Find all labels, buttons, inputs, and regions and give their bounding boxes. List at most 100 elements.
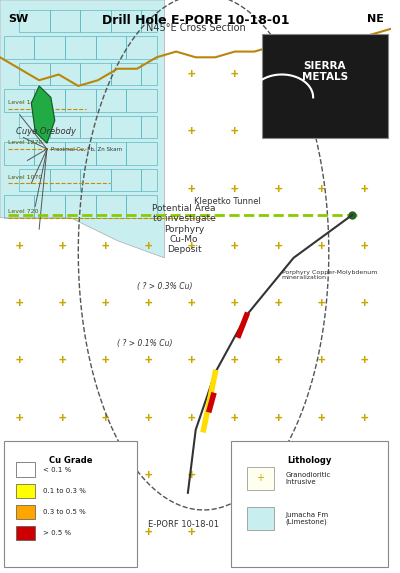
- Bar: [4, 195, 34, 218]
- Text: +: +: [231, 183, 239, 195]
- Text: +: +: [317, 240, 325, 253]
- Bar: [65, 89, 96, 112]
- Text: +: +: [188, 527, 196, 539]
- Text: +: +: [274, 412, 282, 425]
- Text: +: +: [188, 469, 196, 482]
- Text: +: +: [274, 297, 282, 310]
- Bar: [65, 142, 96, 165]
- Text: +: +: [59, 297, 66, 310]
- Bar: [34, 89, 65, 112]
- Text: +: +: [274, 183, 282, 195]
- Text: +: +: [317, 297, 325, 310]
- Text: +: +: [16, 355, 23, 367]
- Text: +: +: [16, 469, 23, 482]
- Bar: [50, 116, 80, 138]
- Text: +: +: [188, 68, 196, 81]
- Text: +: +: [59, 469, 66, 482]
- Text: +: +: [145, 412, 152, 425]
- Bar: [34, 195, 65, 218]
- Bar: [96, 195, 126, 218]
- Text: +: +: [360, 469, 368, 482]
- Text: +: +: [231, 240, 239, 253]
- Text: Lithology: Lithology: [287, 456, 332, 465]
- Bar: [34, 142, 65, 165]
- Bar: [126, 36, 156, 59]
- Bar: [19, 62, 50, 85]
- Text: SW: SW: [8, 14, 28, 24]
- Text: ( ? > 0.3% Cu): ( ? > 0.3% Cu): [137, 282, 192, 291]
- Text: +: +: [102, 469, 110, 482]
- Text: +: +: [145, 355, 152, 367]
- Text: Proximal Cu, Pb, Zn Skarn: Proximal Cu, Pb, Zn Skarn: [51, 147, 122, 151]
- Bar: [50, 10, 80, 32]
- Text: +: +: [145, 469, 152, 482]
- Text: +: +: [360, 240, 368, 253]
- Text: +: +: [317, 527, 325, 539]
- Text: Granodioritic
Intrusive: Granodioritic Intrusive: [286, 472, 331, 485]
- Text: 0.1 to 0.3 %: 0.1 to 0.3 %: [43, 488, 86, 494]
- Bar: [111, 62, 141, 85]
- FancyBboxPatch shape: [231, 441, 388, 567]
- Bar: [141, 10, 156, 32]
- Text: Porphyry Copper-Molybdenum
mineralization: Porphyry Copper-Molybdenum mineralizatio…: [282, 270, 377, 280]
- Text: +: +: [16, 297, 23, 310]
- Text: +: +: [16, 412, 23, 425]
- Text: SIERRA
METALS: SIERRA METALS: [302, 61, 348, 83]
- Text: N45°E Cross Section: N45°E Cross Section: [146, 23, 246, 33]
- Bar: [126, 142, 156, 165]
- Text: +: +: [317, 412, 325, 425]
- Text: +: +: [317, 183, 325, 195]
- Text: +: +: [274, 68, 282, 81]
- Bar: [19, 116, 50, 138]
- Bar: [34, 36, 65, 59]
- Text: 0.3 to 0.5 %: 0.3 to 0.5 %: [43, 509, 86, 515]
- Text: E-PORF 10-18-01: E-PORF 10-18-01: [148, 520, 220, 529]
- Text: +: +: [231, 355, 239, 367]
- Text: +: +: [145, 527, 152, 539]
- Bar: [16, 526, 35, 540]
- Text: +: +: [102, 412, 110, 425]
- Text: Drill Hole E-PORF 10-18-01: Drill Hole E-PORF 10-18-01: [102, 14, 290, 28]
- Text: +: +: [274, 469, 282, 482]
- Text: +: +: [274, 125, 282, 138]
- Text: +: +: [256, 473, 264, 484]
- Text: +: +: [360, 125, 368, 138]
- Text: +: +: [231, 469, 239, 482]
- Bar: [4, 36, 34, 59]
- Bar: [80, 10, 111, 32]
- Text: +: +: [102, 240, 110, 253]
- Polygon shape: [31, 86, 55, 143]
- Text: +: +: [274, 355, 282, 367]
- Text: +: +: [274, 527, 282, 539]
- Bar: [246, 507, 274, 530]
- Text: Level 1470: Level 1470: [8, 100, 42, 105]
- Polygon shape: [0, 0, 164, 258]
- Text: +: +: [317, 469, 325, 482]
- Bar: [65, 36, 96, 59]
- Text: +: +: [16, 240, 23, 253]
- Text: +: +: [317, 355, 325, 367]
- Text: +: +: [145, 297, 152, 310]
- Text: ( ? > 0.1% Cu): ( ? > 0.1% Cu): [117, 339, 172, 348]
- FancyBboxPatch shape: [4, 441, 137, 567]
- Text: +: +: [360, 412, 368, 425]
- Text: Cu Grade: Cu Grade: [49, 456, 92, 465]
- Text: +: +: [102, 355, 110, 367]
- Text: Level 720: Level 720: [8, 209, 39, 214]
- Text: +: +: [231, 125, 239, 138]
- Bar: [19, 168, 50, 191]
- Bar: [16, 505, 35, 519]
- Text: Cuye Orebody: Cuye Orebody: [16, 127, 76, 136]
- Bar: [96, 89, 126, 112]
- Bar: [141, 168, 156, 191]
- Text: +: +: [231, 297, 239, 310]
- Text: +: +: [59, 355, 66, 367]
- Bar: [80, 116, 111, 138]
- Bar: [16, 484, 35, 498]
- Bar: [141, 116, 156, 138]
- Text: +: +: [231, 68, 239, 81]
- Text: +: +: [317, 68, 325, 81]
- Text: Level 1070: Level 1070: [8, 175, 42, 180]
- Text: Jumacha Fm
(Limestone): Jumacha Fm (Limestone): [286, 512, 329, 525]
- Bar: [141, 62, 156, 85]
